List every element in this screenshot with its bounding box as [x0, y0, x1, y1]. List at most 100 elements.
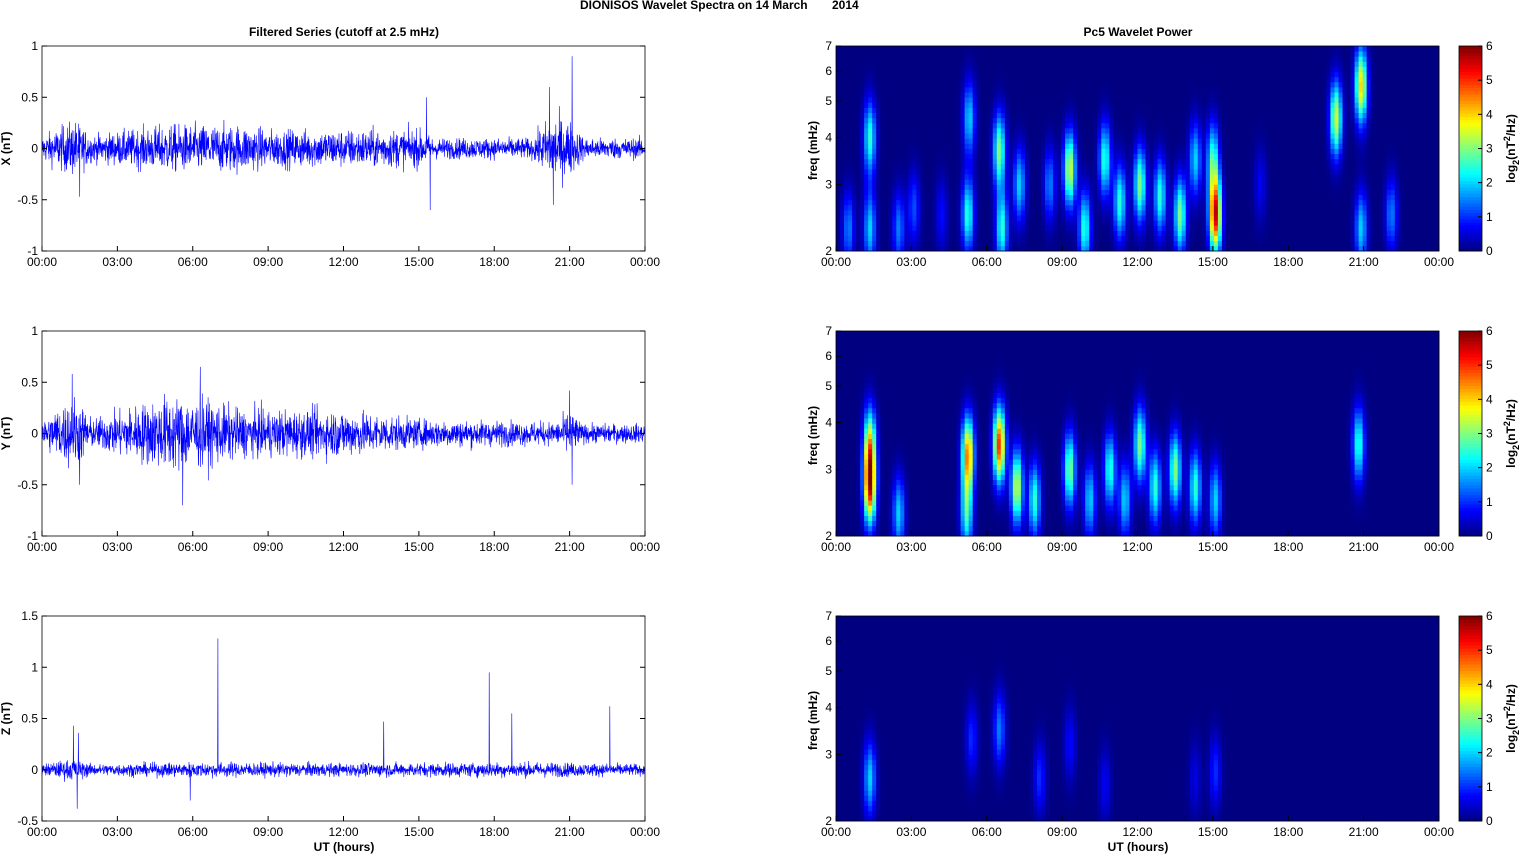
heatmap-cell: [1133, 87, 1137, 93]
heatmap-cell: [961, 215, 965, 221]
heatmap-cell: [1017, 236, 1021, 242]
heatmap-cell: [1001, 77, 1005, 83]
heatmap-cell: [1158, 82, 1162, 88]
heatmap-cell: [1290, 149, 1294, 155]
heatmap-cell: [1330, 231, 1334, 237]
heatmap-cell: [1234, 143, 1238, 149]
heatmap-cell: [1226, 236, 1230, 242]
heatmap-cell: [989, 51, 993, 57]
heatmap-cell: [937, 108, 941, 114]
heatmap-cell: [1077, 159, 1081, 165]
heatmap-cell: [924, 67, 928, 73]
heatmap-cell: [1326, 113, 1330, 119]
heatmap-cell: [1158, 246, 1162, 252]
heatmap-cell: [1029, 159, 1033, 165]
heatmap-cell: [1109, 108, 1113, 114]
heatmap-cell: [1093, 154, 1097, 160]
heatmap-cell: [1254, 179, 1258, 185]
heatmap-cell: [1318, 118, 1322, 124]
heatmap-cell: [1037, 51, 1041, 57]
heatmap-cell: [973, 67, 977, 73]
heatmap-cell: [876, 179, 880, 185]
heatmap-cell: [973, 77, 977, 83]
heatmap-cell: [1174, 159, 1178, 165]
heatmap-cell: [1085, 154, 1089, 160]
heatmap-cell: [1057, 241, 1061, 247]
heatmap-cell: [1182, 220, 1186, 226]
heatmap-cell: [1310, 220, 1314, 226]
heatmap-cell: [868, 205, 872, 211]
heatmap-cell: [856, 128, 860, 134]
heatmap-cell: [844, 77, 848, 83]
heatmap-cell: [1198, 72, 1202, 78]
heatmap-cell: [1174, 195, 1178, 201]
heatmap-cell: [872, 169, 876, 175]
heatmap-cell: [1097, 246, 1101, 252]
heatmap-cell: [1017, 92, 1021, 98]
heatmap-cell: [1246, 56, 1250, 62]
heatmap-cell: [916, 215, 920, 221]
heatmap-cell: [880, 61, 884, 67]
heatmap-cell: [916, 138, 920, 144]
heatmap-cell: [836, 200, 840, 206]
heatmap-cell: [1238, 184, 1242, 190]
heatmap-cell: [941, 159, 945, 165]
heatmap-cell: [965, 108, 969, 114]
heatmap-cell: [1170, 241, 1174, 247]
heatmap-cell: [1045, 82, 1049, 88]
heatmap-cell: [1133, 184, 1137, 190]
heatmap-cell: [904, 102, 908, 108]
heatmap-cell: [1202, 113, 1206, 119]
heatmap-cell: [880, 220, 884, 226]
heatmap-cell: [1125, 108, 1129, 114]
heatmap-cell: [860, 174, 864, 180]
heatmap-cell: [1190, 205, 1194, 211]
heatmap-cell: [1242, 205, 1246, 211]
heatmap-cell: [1266, 92, 1270, 98]
heatmap-cell: [1334, 205, 1338, 211]
heatmap-cell: [1318, 220, 1322, 226]
heatmap-cell: [1150, 113, 1154, 119]
heatmap-cell: [1230, 184, 1234, 190]
heatmap-cell: [1121, 123, 1125, 129]
heatmap-cell: [932, 159, 936, 165]
heatmap-cell: [1109, 241, 1113, 247]
heatmap-cell: [1190, 87, 1194, 93]
heatmap-cell: [1170, 108, 1174, 114]
heatmap-cell: [1174, 51, 1178, 57]
heatmap-cell: [1150, 220, 1154, 226]
heatmap-cell: [1049, 149, 1053, 155]
heatmap-cell: [1093, 61, 1097, 67]
heatmap-cell: [892, 169, 896, 175]
heatmap-cell: [1093, 246, 1097, 252]
heatmap-cell: [1266, 133, 1270, 139]
heatmap-cell: [941, 102, 945, 108]
heatmap-cell: [1298, 128, 1302, 134]
heatmap-cell: [1113, 236, 1117, 242]
heatmap-cell: [1234, 133, 1238, 139]
heatmap-cell: [1286, 108, 1290, 114]
heatmap-cell: [1041, 200, 1045, 206]
heatmap-cell: [1246, 154, 1250, 160]
heatmap-cell: [1258, 108, 1262, 114]
heatmap-cell: [900, 215, 904, 221]
heatmap-cell: [848, 220, 852, 226]
heatmap-cell: [1073, 87, 1077, 93]
heatmap-cell: [1178, 159, 1182, 165]
heatmap-cell: [1037, 215, 1041, 221]
heatmap-cell: [896, 154, 900, 160]
heatmap-cell: [1330, 154, 1334, 160]
heatmap-cell: [860, 56, 864, 62]
heatmap-cell: [1053, 123, 1057, 129]
heatmap-cell: [928, 200, 932, 206]
heatmap-cell: [1061, 169, 1065, 175]
heatmap-cell: [904, 220, 908, 226]
heatmap-cell: [1001, 174, 1005, 180]
heatmap-cell: [973, 108, 977, 114]
heatmap-cell: [1093, 128, 1097, 134]
heatmap-cell: [1017, 231, 1021, 237]
heatmap-cell: [848, 149, 852, 155]
heatmap-cell: [937, 200, 941, 206]
heatmap-cell: [924, 179, 928, 185]
heatmap-cell: [920, 200, 924, 206]
